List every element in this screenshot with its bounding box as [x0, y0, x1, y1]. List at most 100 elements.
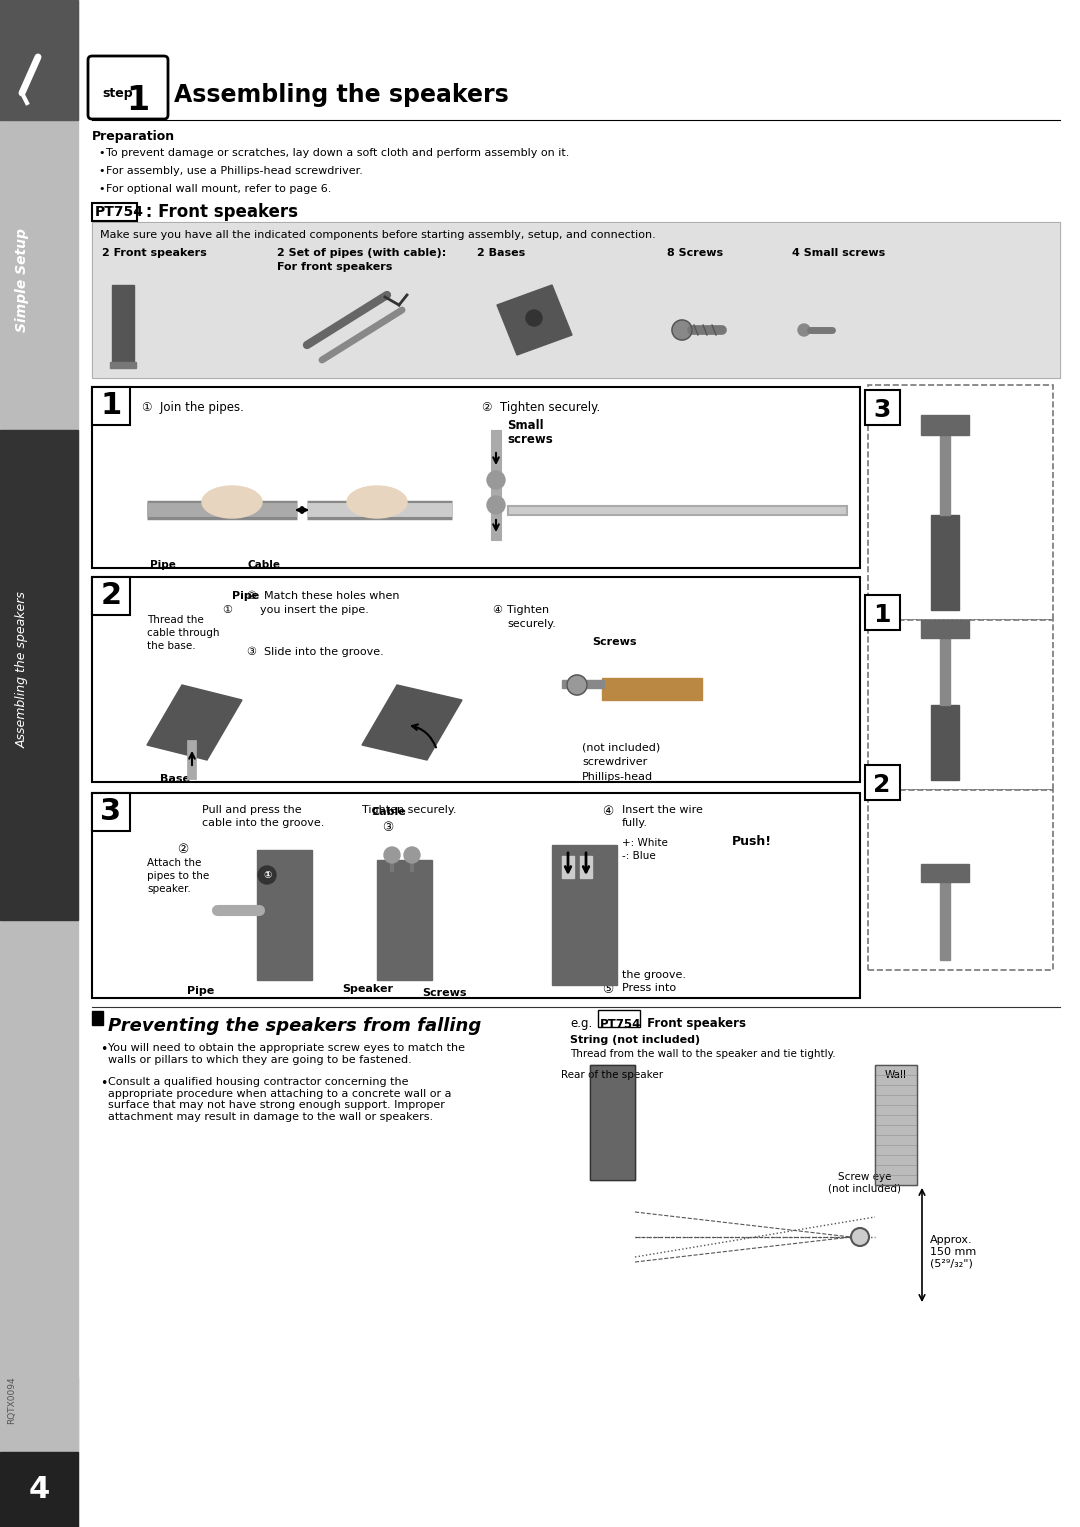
Text: ⑤: ⑤ — [602, 983, 613, 996]
Text: Base: Base — [160, 774, 190, 783]
Text: Cable: Cable — [247, 560, 280, 570]
Text: ①: ① — [262, 870, 271, 880]
Bar — [868, 620, 1053, 789]
Text: ④: ④ — [602, 805, 613, 818]
Bar — [590, 1064, 635, 1180]
Circle shape — [851, 1228, 869, 1246]
Ellipse shape — [347, 486, 407, 518]
Bar — [598, 1009, 640, 1028]
Ellipse shape — [202, 486, 262, 518]
Text: For assembly, use a Phillips-head screwdriver.: For assembly, use a Phillips-head screwd… — [106, 166, 363, 176]
Text: Pipe: Pipe — [150, 560, 176, 570]
Circle shape — [487, 496, 505, 515]
Text: fully.: fully. — [622, 818, 648, 828]
Text: Pull and press the: Pull and press the — [202, 805, 301, 815]
Text: the base.: the base. — [147, 641, 195, 651]
Bar — [92, 386, 860, 568]
Circle shape — [567, 675, 588, 695]
Bar — [552, 844, 617, 985]
Text: Tighten securely.: Tighten securely. — [362, 805, 457, 815]
Circle shape — [404, 847, 420, 863]
Bar — [112, 286, 134, 365]
Text: 3: 3 — [100, 797, 122, 826]
Bar — [580, 857, 592, 878]
Text: e.g.: e.g. — [570, 1017, 592, 1031]
Text: Press into: Press into — [622, 983, 676, 993]
Text: Pipe: Pipe — [232, 591, 259, 602]
Circle shape — [258, 866, 276, 884]
Bar — [921, 620, 969, 638]
Text: For front speakers: For front speakers — [276, 263, 392, 272]
Text: Screws: Screws — [422, 988, 467, 999]
Text: ②  Match these holes when: ② Match these holes when — [247, 591, 400, 602]
Text: Tighten: Tighten — [507, 605, 549, 615]
Circle shape — [384, 847, 400, 863]
Text: ②  Tighten securely.: ② Tighten securely. — [482, 402, 600, 414]
Text: ①: ① — [222, 605, 232, 615]
Text: ④: ④ — [492, 605, 502, 615]
FancyBboxPatch shape — [87, 56, 168, 119]
Circle shape — [798, 324, 810, 336]
Polygon shape — [362, 686, 462, 760]
Bar — [931, 515, 959, 609]
Text: cable through: cable through — [147, 628, 219, 638]
Text: Make sure you have all the indicated components before starting assembly, setup,: Make sure you have all the indicated com… — [100, 231, 656, 240]
Text: 2 Set of pipes (with cable):: 2 Set of pipes (with cable): — [276, 247, 446, 258]
Text: 4 Small screws: 4 Small screws — [792, 247, 886, 258]
Text: 1: 1 — [100, 391, 122, 420]
Bar — [0, 0, 78, 1527]
Bar — [562, 680, 604, 689]
Text: +: White: +: White — [622, 838, 667, 847]
Text: String (not included): String (not included) — [570, 1035, 700, 1044]
Text: screws: screws — [507, 434, 553, 446]
Bar — [940, 635, 950, 705]
Text: Cable: Cable — [372, 806, 407, 817]
Bar — [940, 880, 950, 960]
Bar — [865, 596, 900, 631]
Bar — [865, 389, 900, 425]
Bar — [931, 705, 959, 780]
Bar — [0, 431, 78, 919]
Text: 2 Bases: 2 Bases — [477, 247, 525, 258]
Bar — [590, 1064, 635, 1180]
Bar — [562, 857, 573, 878]
Text: Speaker: Speaker — [342, 983, 393, 994]
Text: RQTX0094: RQTX0094 — [8, 1376, 16, 1423]
Bar — [921, 415, 969, 435]
Text: ②: ② — [177, 843, 188, 857]
Bar — [92, 577, 860, 782]
Text: Pipe: Pipe — [187, 986, 214, 996]
Text: ③: ③ — [382, 822, 393, 834]
Bar — [377, 860, 432, 980]
Polygon shape — [497, 286, 572, 354]
Text: screwdriver: screwdriver — [582, 757, 647, 767]
Text: Consult a qualified housing contractor concerning the
appropriate procedure when: Consult a qualified housing contractor c… — [108, 1077, 451, 1122]
Text: Preventing the speakers from falling: Preventing the speakers from falling — [108, 1017, 482, 1035]
Text: You will need to obtain the appropriate screw eyes to match the
walls or pillars: You will need to obtain the appropriate … — [108, 1043, 465, 1064]
Text: -: Blue: -: Blue — [622, 851, 656, 861]
Text: Screws: Screws — [592, 637, 636, 647]
Text: •: • — [98, 166, 105, 176]
Bar — [865, 765, 900, 800]
Text: •: • — [98, 183, 105, 194]
Bar — [92, 793, 860, 999]
Bar — [92, 577, 130, 615]
Text: you insert the pipe.: you insert the pipe. — [260, 605, 369, 615]
Text: step: step — [102, 87, 133, 101]
Bar — [940, 431, 950, 515]
Text: Phillips-head: Phillips-head — [582, 773, 653, 782]
Circle shape — [487, 470, 505, 489]
Bar — [868, 385, 1053, 620]
Bar — [0, 1452, 78, 1527]
Text: Preparation: Preparation — [92, 130, 175, 144]
Bar — [110, 362, 136, 368]
Text: 2: 2 — [100, 582, 122, 611]
Bar — [92, 793, 130, 831]
Text: (not included): (not included) — [582, 742, 660, 751]
Text: Thread the: Thread the — [147, 615, 204, 625]
Polygon shape — [147, 686, 242, 760]
Text: 8 Screws: 8 Screws — [667, 247, 724, 258]
Text: ①  Join the pipes.: ① Join the pipes. — [141, 402, 244, 414]
Bar — [0, 0, 78, 121]
Text: To prevent damage or scratches, lay down a soft cloth and perform assembly on it: To prevent damage or scratches, lay down… — [106, 148, 569, 157]
